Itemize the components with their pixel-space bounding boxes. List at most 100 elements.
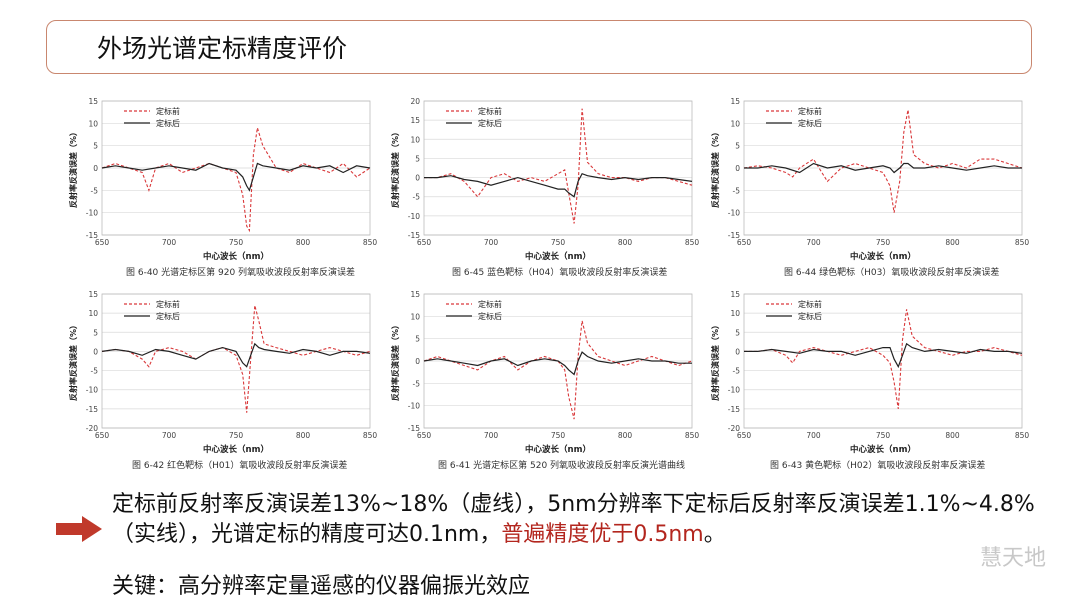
x-axis-label: 中心波长（nm） xyxy=(850,444,916,455)
legend-label: 定标前 xyxy=(156,106,180,116)
series-line-after xyxy=(744,162,1022,174)
series-line-before xyxy=(101,305,371,413)
x-tick-label: 650 xyxy=(737,431,752,440)
legend-label: 定标后 xyxy=(478,311,502,321)
x-tick-label: 650 xyxy=(95,431,110,440)
chart-panel-1: -15 -10 -5 0 5 10 15 650 700 750 800 850 定标前 定标后 中心波长（… xyxy=(68,95,380,280)
chart-caption-1: 图 6-40 光谱定标区第 920 列氧吸收波段反射率反演误差 xyxy=(126,268,356,278)
y-tick-label: 10 xyxy=(730,309,740,318)
series-line-before xyxy=(101,127,371,233)
x-tick-label: 700 xyxy=(484,238,499,247)
y-tick-label: 15 xyxy=(730,97,740,106)
y-tick-label: 0 xyxy=(735,347,740,356)
x-tick-label: 800 xyxy=(618,238,633,247)
y-tick-label: 15 xyxy=(88,97,98,106)
y-tick-label: 5 xyxy=(415,154,420,163)
series-line-before xyxy=(423,320,693,420)
chart-panel-2: -15 -10 -5 0 5 10 15 20 650 700 750 800 850 定标前 定标后 中心波… xyxy=(390,95,702,280)
x-tick-label: 850 xyxy=(363,238,378,247)
x-tick-label: 750 xyxy=(876,431,891,440)
plot-frame xyxy=(101,293,371,429)
y-tick-label: -20 xyxy=(728,424,740,433)
x-axis-label: 中心波长（nm） xyxy=(525,444,591,455)
x-tick-label: 800 xyxy=(945,238,960,247)
y-tick-label: -15 xyxy=(86,231,98,240)
series-line-after xyxy=(423,351,692,376)
y-tick-label: -15 xyxy=(728,405,740,414)
y-tick-label: 0 xyxy=(735,164,740,173)
legend-label: 定标后 xyxy=(798,118,822,128)
chart-panel-3: -15 -10 -5 0 5 10 15 650 700 750 800 850 定标前 定标后 中心波长（… xyxy=(710,95,1032,280)
y-tick-label: 5 xyxy=(415,335,420,344)
y-tick-label: 10 xyxy=(88,309,98,318)
y-tick-label: 0 xyxy=(93,347,98,356)
chart-svg-6: -20 -15 -10 -5 0 5 10 15 650 700 750 800 850 定标前定标后中心… xyxy=(710,290,1030,455)
y-tick-label: 10 xyxy=(410,312,420,321)
y-tick-label: -5 xyxy=(413,193,421,202)
y-axis-label: 反射率反演误差（%） xyxy=(390,128,400,208)
legend-label: 定标前 xyxy=(156,299,180,309)
y-tick-label: 5 xyxy=(735,142,740,151)
key-point-text: 关键：高分辨率定量遥感的仪器偏振光效应 xyxy=(112,574,531,599)
y-tick-label: 15 xyxy=(410,116,420,125)
y-tick-label: -15 xyxy=(408,231,420,240)
series-line-after xyxy=(101,342,371,368)
y-axis-label: 反射率反演误差（%） xyxy=(68,321,78,401)
y-tick-label: -10 xyxy=(86,209,98,218)
y-tick-label: -5 xyxy=(733,186,741,195)
y-tick-label: 5 xyxy=(93,328,98,337)
legend-label: 定标后 xyxy=(156,118,180,128)
chart-svg-5: -15 -10 -5 0 5 10 15 650 700 750 800 850 定标前定标后中心波长（… xyxy=(390,290,699,455)
x-tick-label: 700 xyxy=(806,431,821,440)
x-tick-label: 700 xyxy=(806,238,821,247)
conclusion-highlight: 普遍精度优于0.5nm xyxy=(501,522,704,547)
series-line-after xyxy=(101,162,371,192)
y-tick-label: 20 xyxy=(410,97,420,106)
x-tick-label: 650 xyxy=(737,238,752,247)
chart-svg-1: -15 -10 -5 0 5 10 15 650 700 750 800 850 定标前定标后中心波长（… xyxy=(68,97,378,262)
chart-panel-4: -20 -15 -10 -5 0 5 10 15 650 700 750 800 850 定标前 定标后 中心… xyxy=(68,288,380,473)
x-tick-label: 750 xyxy=(876,238,891,247)
x-tick-label: 750 xyxy=(551,238,566,247)
arrow-right-icon xyxy=(56,516,102,542)
x-tick-label: 650 xyxy=(95,238,110,247)
y-tick-label: -5 xyxy=(733,367,741,376)
chart-svg-2: -15 -10 -5 0 5 10 15 20 650 700 750 800 850 定标前定标后中心波… xyxy=(390,97,700,262)
y-tick-label: 0 xyxy=(93,164,98,173)
x-tick-label: 850 xyxy=(1015,238,1030,247)
legend-label: 定标前 xyxy=(798,299,822,309)
x-tick-label: 650 xyxy=(417,238,432,247)
chart-caption-4: 图 6-42 红色靶标（H01）氧吸收波段反射率反演误差 xyxy=(132,461,348,471)
x-tick-label: 700 xyxy=(162,238,177,247)
y-tick-label: -10 xyxy=(728,209,740,218)
y-tick-label: -10 xyxy=(408,212,420,221)
x-tick-label: 850 xyxy=(685,238,700,247)
series-line-after xyxy=(424,172,693,198)
y-tick-label: -5 xyxy=(91,367,99,376)
series-line-before xyxy=(743,109,1023,213)
x-tick-label: 750 xyxy=(229,238,244,247)
title-box: 外场光谱定标精度评价 xyxy=(46,20,1032,74)
legend-label: 定标后 xyxy=(156,311,180,321)
y-tick-label: 15 xyxy=(410,290,420,299)
x-axis-label: 中心波长（nm） xyxy=(850,251,916,262)
y-tick-label: -15 xyxy=(408,424,420,433)
y-tick-label: -20 xyxy=(86,424,98,433)
y-tick-label: 5 xyxy=(735,328,740,337)
x-tick-label: 800 xyxy=(296,238,311,247)
plot-frame xyxy=(423,100,693,236)
y-tick-label: 0 xyxy=(415,357,420,366)
y-tick-label: -10 xyxy=(86,386,98,395)
y-tick-label: 5 xyxy=(93,142,98,151)
chart-svg-3: -15 -10 -5 0 5 10 15 650 700 750 800 850 定标前定标后中心波长（… xyxy=(710,97,1030,262)
chart-caption-3: 图 6-44 绿色靶标（H03）氧吸收波段反射率反演误差 xyxy=(784,268,1000,278)
y-tick-label: -15 xyxy=(728,231,740,240)
watermark-text: 慧天地 xyxy=(979,546,1046,571)
x-tick-label: 700 xyxy=(484,431,499,440)
x-tick-label: 850 xyxy=(1015,431,1030,440)
chart-panel-5: -15 -10 -5 0 5 10 15 650 700 750 800 850 定标前 定标后 中心波长（… xyxy=(390,288,702,473)
conclusion-main: 定标前反射率反演误差13%~18%（虚线），5nm分辨率下定标后反射率反演误差1… xyxy=(112,492,1035,547)
x-tick-label: 750 xyxy=(551,431,566,440)
x-tick-label: 650 xyxy=(417,431,432,440)
chart-caption-6: 图 6-43 黄色靶标（H02）氧吸收波段反射率反演误差 xyxy=(770,461,986,471)
